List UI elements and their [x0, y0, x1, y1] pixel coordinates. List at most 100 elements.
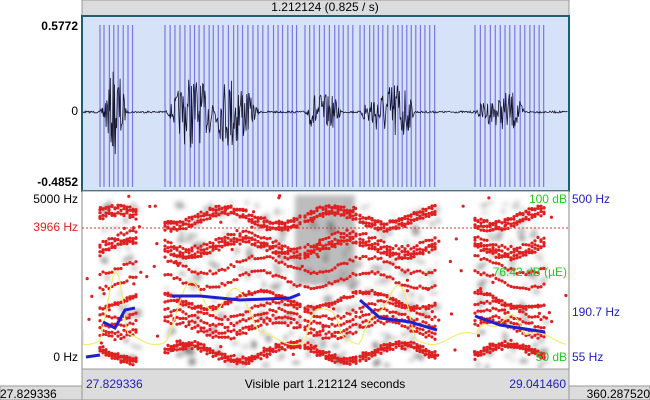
formant: [211, 208, 215, 212]
formant: [315, 315, 319, 319]
intensity-top: 100 dB: [529, 192, 567, 206]
energy: [104, 274, 110, 281]
waveform-panel[interactable]: [81, 15, 570, 192]
formant: [376, 308, 380, 312]
formant: [217, 212, 221, 217]
formant: [324, 336, 328, 340]
formant: [437, 239, 441, 243]
formant: [488, 225, 492, 229]
formant: [479, 237, 483, 241]
formant: [515, 285, 519, 290]
formant: [256, 319, 260, 323]
formant: [385, 252, 389, 257]
formant: [187, 344, 191, 348]
formant: [253, 257, 257, 261]
formant: [327, 204, 331, 208]
formant: [277, 348, 281, 352]
formant: [476, 235, 480, 239]
formant: [119, 354, 123, 358]
formant: [175, 348, 179, 352]
visible-duration: Visible part 1.212124 seconds: [245, 377, 406, 391]
left-bar[interactable]: [0, 385, 83, 400]
formant: [286, 299, 290, 303]
right-bar[interactable]: [568, 385, 650, 400]
formant: [430, 285, 434, 289]
formant: [125, 208, 129, 212]
formant: [292, 299, 296, 304]
formant: [403, 224, 407, 229]
formant: [503, 220, 507, 224]
formant: [250, 254, 254, 258]
formant: [403, 324, 407, 329]
formant: [400, 305, 404, 310]
formant: [214, 244, 218, 248]
formant: [268, 236, 272, 240]
energy: [486, 200, 494, 205]
formant: [98, 211, 102, 215]
formant: [530, 213, 534, 217]
formant: [163, 224, 167, 228]
formant: [524, 249, 528, 253]
formant: [485, 224, 489, 228]
formant: [503, 302, 507, 306]
formant: [193, 306, 197, 310]
energy: [400, 249, 406, 256]
window-end: 360.287520: [587, 387, 650, 400]
formant: [199, 349, 203, 353]
formant: [351, 308, 355, 312]
formant: [385, 314, 389, 318]
formant: [292, 247, 296, 251]
formant: [116, 352, 120, 356]
formant: [280, 299, 284, 303]
energy: [367, 229, 374, 232]
formant: [333, 280, 337, 284]
formant: [241, 313, 245, 317]
formant: [256, 289, 260, 294]
formant: [367, 257, 371, 261]
formant: [196, 246, 200, 250]
formant: [324, 324, 328, 328]
energy: [319, 322, 324, 329]
formant: [327, 240, 331, 245]
formant: [403, 222, 407, 226]
formant: [193, 255, 197, 259]
formant: [394, 304, 398, 308]
visible-bar[interactable]: [81, 368, 570, 400]
energy: [322, 297, 330, 305]
formant: [229, 242, 233, 246]
formant: [238, 208, 242, 212]
formant: [238, 238, 242, 242]
formant: [342, 231, 346, 236]
formant: [521, 286, 525, 290]
energy: [401, 332, 407, 337]
formant: [127, 194, 131, 198]
formant: [415, 306, 419, 310]
formant: [101, 217, 105, 221]
formant: [318, 353, 322, 357]
formant: [409, 247, 413, 251]
energy: [429, 220, 435, 227]
formant: [379, 347, 383, 351]
energy: [135, 346, 142, 350]
formant: [367, 271, 371, 275]
formant: [220, 352, 224, 356]
energy: [274, 284, 279, 291]
formant: [125, 358, 129, 362]
formant: [518, 212, 522, 216]
intensity-curve: [83, 270, 567, 346]
formant: [178, 342, 182, 347]
formant: [208, 327, 212, 332]
formant: [385, 247, 389, 251]
formant: [409, 344, 413, 349]
formant: [542, 352, 546, 356]
energy: [345, 333, 350, 339]
energy: [523, 317, 530, 323]
formant: [324, 207, 328, 212]
formant: [494, 347, 498, 351]
formant: [433, 212, 437, 216]
formant: [515, 256, 519, 260]
formant: [169, 249, 173, 253]
formant: [196, 347, 200, 351]
formant: [286, 219, 290, 223]
formant: [421, 305, 425, 309]
